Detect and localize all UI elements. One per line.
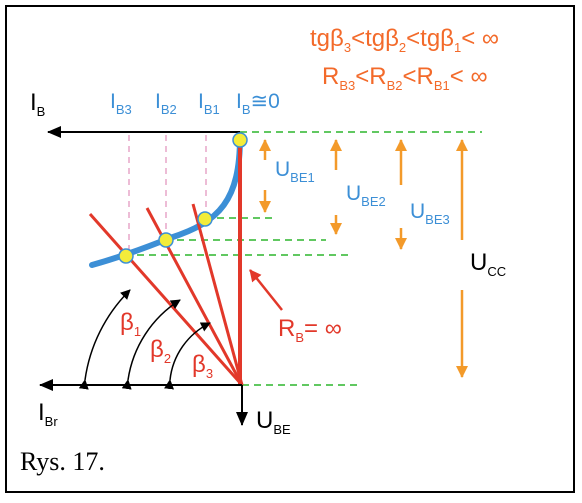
ibr-axis-label: IBr bbox=[38, 399, 58, 429]
rb-infinite-label: RB= ∞ bbox=[278, 315, 342, 345]
beta3-label: β3 bbox=[192, 351, 213, 381]
angle-arc-beta2 bbox=[121, 299, 181, 390]
ib1-label: IB1 bbox=[198, 90, 220, 117]
angle-arc-beta3 bbox=[164, 322, 211, 390]
load-line-beta3 bbox=[191, 203, 244, 386]
operating-point-ib3 bbox=[118, 248, 134, 264]
input-characteristic-curve bbox=[89, 134, 243, 268]
rb-formula: RB3<RB2<RB1< ∞ bbox=[322, 63, 488, 93]
ube2-label: UBE2 bbox=[346, 182, 386, 209]
ib0-label: IB≅0 bbox=[236, 90, 280, 117]
ube-axis-label: UBE bbox=[256, 407, 291, 437]
tg-formula: tgβ3<tgβ2<tgβ1< ∞ bbox=[310, 25, 499, 55]
operating-point-ib0 bbox=[232, 132, 248, 148]
figure-caption: Rys. 17. bbox=[20, 447, 105, 476]
ib2-label: IB2 bbox=[155, 90, 177, 117]
frame-border bbox=[5, 5, 575, 493]
ube3-label: UBE3 bbox=[410, 200, 450, 227]
ucc-label: UCC bbox=[470, 249, 506, 279]
angle-arc-beta1 bbox=[78, 289, 131, 390]
rb-pointer-arrow bbox=[249, 269, 283, 311]
ib-axis-label: IB bbox=[30, 89, 45, 119]
operating-point-ib1 bbox=[197, 211, 213, 227]
beta2-label: β2 bbox=[150, 336, 171, 366]
operating-point-ib2 bbox=[158, 232, 174, 248]
ube1-label: UBE1 bbox=[275, 158, 315, 185]
beta1-label: β1 bbox=[120, 309, 141, 339]
ib3-label: IB3 bbox=[110, 90, 132, 117]
